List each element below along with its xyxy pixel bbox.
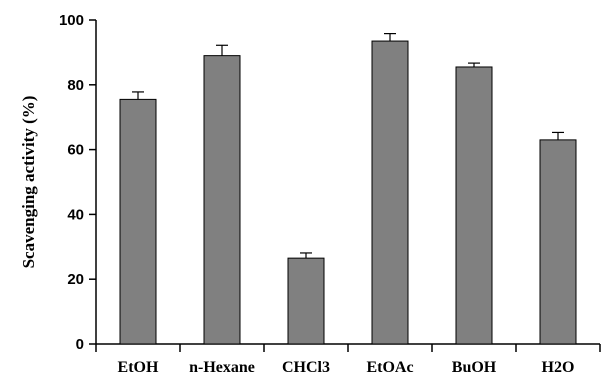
y-tick-label: 0	[76, 336, 84, 353]
x-tick-label: CHCl3	[282, 359, 330, 376]
y-tick-label: 40	[67, 206, 84, 223]
x-ticks: EtOH n-Hexane CHCl3 EtOAc BuOH H2O	[95, 344, 601, 376]
y-ticks: 0 20 40 60 80 100	[59, 12, 96, 353]
x-tick-label: EtOAc	[366, 359, 413, 376]
y-tick-label: 60	[67, 142, 84, 159]
bar	[203, 55, 241, 345]
y-tick-label: 100	[59, 12, 84, 29]
bar	[539, 139, 577, 345]
bar	[119, 98, 157, 345]
y-tick-label: 20	[67, 271, 84, 288]
bar	[371, 40, 409, 345]
x-tick-label: EtOH	[118, 359, 159, 376]
bar	[455, 66, 493, 345]
x-tick-label: n-Hexane	[189, 359, 255, 376]
x-tick-label: BuOH	[452, 359, 497, 376]
plot-area: 0 20 40 60 80 100 EtOH n-Hexane CHCl3 EtOAc BuOH H…	[59, 12, 601, 376]
y-tick-label: 80	[67, 77, 84, 94]
bar	[287, 257, 325, 345]
bars	[119, 40, 577, 345]
error-bars	[132, 33, 564, 259]
y-axis-label: Scavenging activity (%)	[19, 96, 38, 269]
x-tick-label: H2O	[542, 359, 575, 376]
